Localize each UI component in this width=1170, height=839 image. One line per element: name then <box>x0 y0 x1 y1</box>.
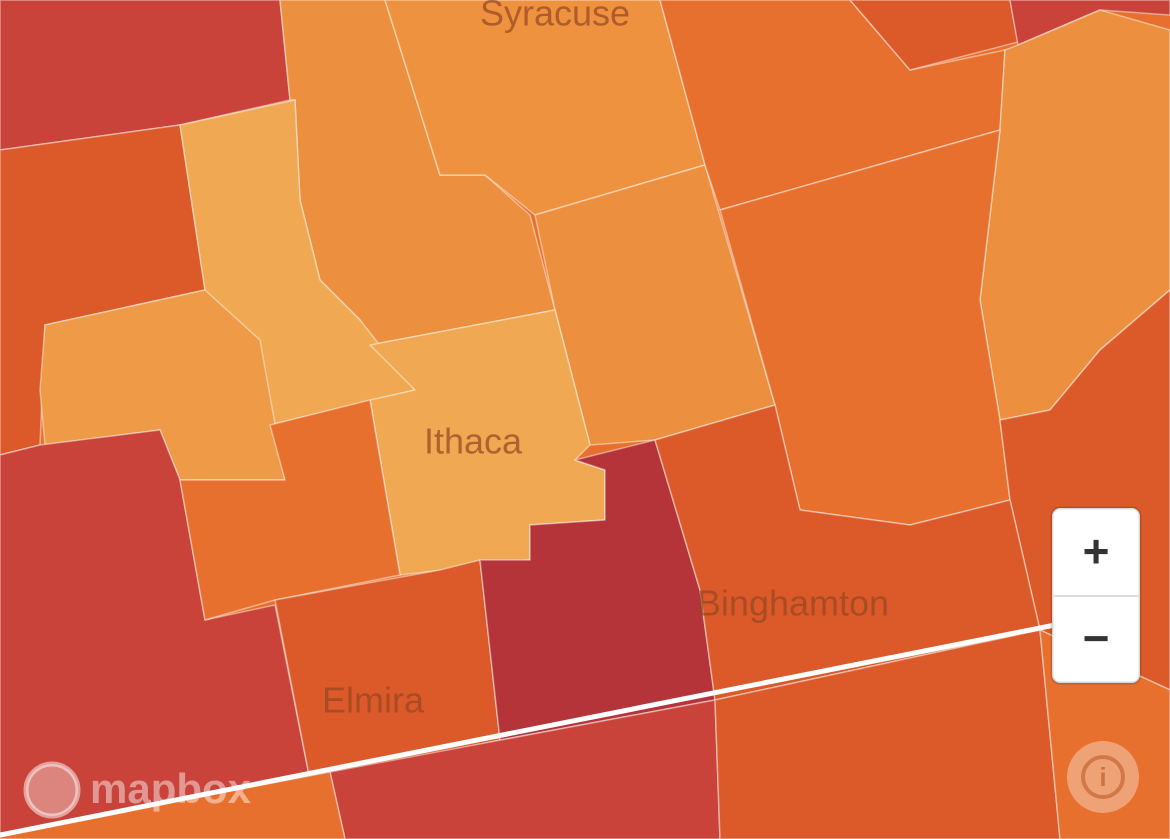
attribution: mapbox <box>90 765 252 812</box>
state-border <box>0 620 1066 838</box>
info-button[interactable]: i <box>1067 741 1139 813</box>
place-label: Syracuse <box>480 0 630 34</box>
zoom-out-button[interactable]: − <box>1083 612 1110 664</box>
logo-icon <box>23 761 81 819</box>
zoom-control: + − <box>1050 506 1142 685</box>
county <box>714 629 1061 839</box>
zoom-in-button[interactable]: + <box>1083 525 1110 577</box>
place-label: Ithaca <box>424 421 523 462</box>
zoom-in-icon: + <box>1083 525 1110 577</box>
info-icon: i <box>1099 762 1106 792</box>
county <box>1009 0 1170 46</box>
place-label: Binghamton <box>697 583 889 624</box>
county <box>654 404 1041 701</box>
county <box>179 399 401 621</box>
info-circle <box>1067 741 1139 813</box>
county <box>0 0 291 151</box>
county <box>479 439 716 741</box>
mapbox-logo[interactable]: mapbox <box>23 761 252 819</box>
place-label: Elmira <box>322 680 425 721</box>
info-ring <box>1081 755 1125 799</box>
zoom-out-icon: − <box>1083 612 1110 664</box>
